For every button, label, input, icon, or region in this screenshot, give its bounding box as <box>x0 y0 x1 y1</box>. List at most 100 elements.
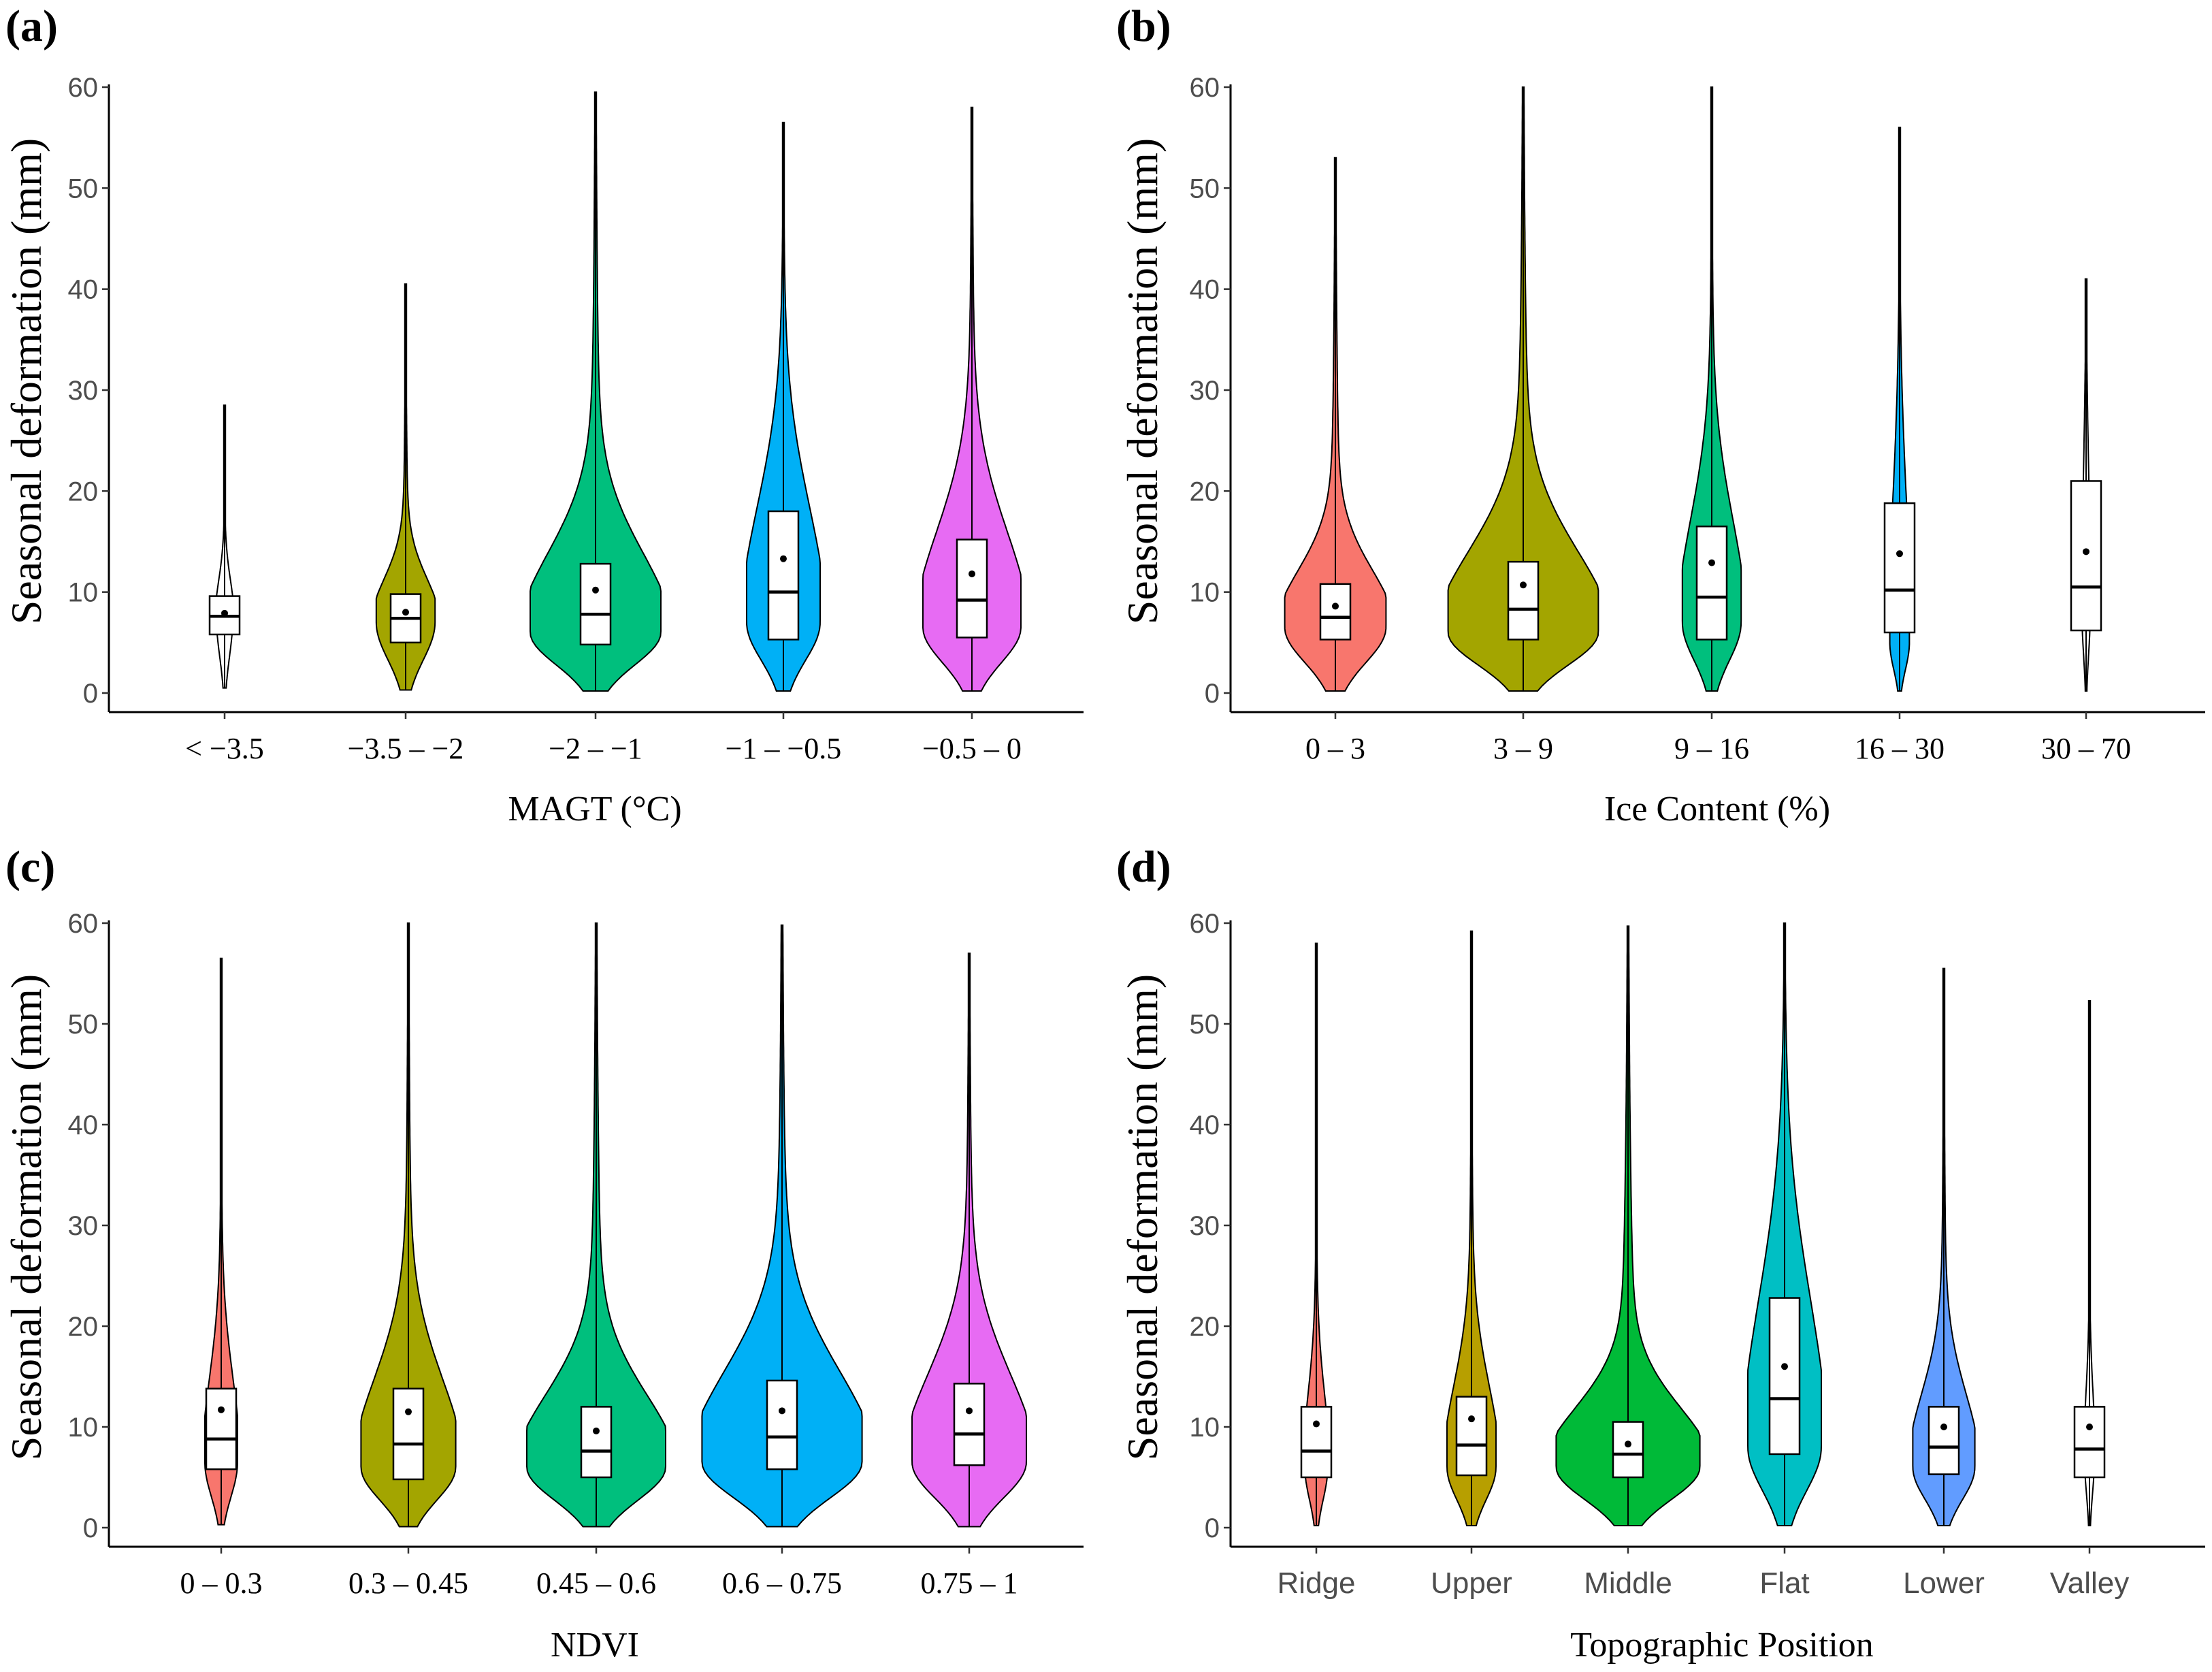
mean-point <box>2083 548 2089 556</box>
mean-point <box>1625 1441 1631 1448</box>
y-tick-label: 50 <box>68 1010 99 1040</box>
x-tick-label: Valley <box>2050 1566 2130 1600</box>
y-tick-label: 40 <box>68 275 99 305</box>
mean-point <box>1940 1424 1947 1430</box>
y-tick-label: 60 <box>68 73 99 103</box>
y-tick-label: 60 <box>68 909 99 939</box>
y-tick-label: 30 <box>1190 1211 1220 1241</box>
box <box>1319 583 1352 641</box>
x-tick-label: 30 – 70 <box>2041 732 2131 765</box>
x-tick-label: 0.75 – 1 <box>921 1566 1018 1600</box>
mean-point <box>969 570 975 577</box>
box <box>956 538 988 639</box>
box <box>953 1383 986 1466</box>
y-tick-label: 20 <box>68 477 99 507</box>
box <box>2070 480 2102 632</box>
box <box>205 1387 238 1470</box>
y-tick-label: 20 <box>1190 477 1220 507</box>
y-tick-label: 20 <box>68 1312 99 1342</box>
x-tick-label: 0.3 – 0.45 <box>348 1566 468 1600</box>
y-tick-label: 10 <box>1190 1413 1220 1443</box>
x-tick-label: Middle <box>1584 1566 1672 1600</box>
box <box>1883 502 1916 634</box>
x-tick-label: 0.45 – 0.6 <box>536 1566 656 1600</box>
panel-a: (a) Seasonal deformation (mm) MAGT (°C) … <box>2 1 1084 829</box>
mean-point <box>1708 559 1715 566</box>
y-tick-label: 30 <box>68 376 99 406</box>
plot-area: 0 10 20 30 40 50 60 0 – 0.3 0.3 – 0.45 0.45 – 0.6… <box>68 909 1084 1600</box>
x-tick-label: 0.6 – 0.75 <box>722 1566 842 1600</box>
box <box>1300 1406 1333 1479</box>
y-tick-label: 30 <box>1190 376 1220 406</box>
mean-point <box>1332 602 1339 610</box>
x-tick-label: −2 – −1 <box>549 732 643 765</box>
panel-c: (c) Seasonal deformation (mm) NDVI 0 10 20… <box>2 842 1084 1665</box>
mean-point <box>1520 581 1527 589</box>
box <box>767 510 800 641</box>
box <box>2073 1406 2106 1479</box>
y-axis-label: Seasonal deformation (mm) <box>2 974 50 1460</box>
mean-point <box>1313 1420 1320 1428</box>
x-axis-label: NDVI <box>551 1626 639 1665</box>
y-tick-label: 0 <box>1205 1513 1220 1543</box>
plot-area: 0 10 20 30 40 50 60 Ridge Upper Middle Flat Lower Va… <box>1190 909 2205 1600</box>
mean-point <box>218 1406 225 1413</box>
panel-label: (a) <box>5 1 58 51</box>
mean-point <box>402 609 409 616</box>
y-tick-label: 60 <box>1190 73 1220 103</box>
mean-point <box>1468 1415 1475 1423</box>
plot-area: 0 10 20 30 40 50 60 < −3.5 −3.5 – −2 −2 – −1 −1 – … <box>68 73 1084 765</box>
mean-point <box>2086 1424 2093 1430</box>
box <box>579 562 612 646</box>
panel-label: (d) <box>1116 842 1171 892</box>
x-tick-label: 9 – 16 <box>1674 732 1749 765</box>
x-tick-label: 3 – 9 <box>1493 732 1553 765</box>
mean-point <box>780 555 787 562</box>
box <box>1612 1421 1644 1479</box>
y-tick-label: 40 <box>68 1110 99 1140</box>
x-axis-label: Topographic Position <box>1570 1626 1874 1665</box>
y-tick-label: 10 <box>68 1413 99 1443</box>
panel-label: (b) <box>1116 1 1171 51</box>
mean-point <box>221 609 228 617</box>
y-tick-label: 20 <box>1190 1312 1220 1342</box>
box <box>766 1379 798 1470</box>
mean-point <box>779 1407 785 1415</box>
x-tick-label: Flat <box>1759 1566 1809 1600</box>
panel-d: (d) Seasonal deformation (mm) Topographi… <box>1116 842 2205 1665</box>
box <box>392 1387 425 1481</box>
x-tick-label: −3.5 – −2 <box>348 732 464 765</box>
y-tick-label: 10 <box>68 578 99 608</box>
y-axis-label: Seasonal deformation (mm) <box>1118 138 1167 624</box>
mean-point <box>592 586 599 594</box>
y-tick-label: 0 <box>1205 679 1220 709</box>
y-tick-label: 40 <box>1190 1110 1220 1140</box>
box <box>1768 1297 1801 1456</box>
x-tick-label: 0 – 3 <box>1305 732 1365 765</box>
plot-area: 0 10 20 30 40 50 60 0 – 3 3 – 9 9 – 16 16 – 30 30 –… <box>1190 73 2205 765</box>
panel-label: (c) <box>5 842 55 892</box>
x-tick-label: < −3.5 <box>185 732 264 765</box>
box <box>580 1406 613 1479</box>
x-axis-label: MAGT (°C) <box>508 790 681 829</box>
box <box>1695 526 1728 641</box>
y-axis-label: Seasonal deformation (mm) <box>2 138 50 624</box>
x-tick-label: −0.5 – 0 <box>922 732 1022 765</box>
x-axis-label: Ice Content (%) <box>1604 790 1830 829</box>
y-axis-label: Seasonal deformation (mm) <box>1118 974 1167 1460</box>
y-tick-label: 0 <box>83 679 98 709</box>
mean-point <box>1896 550 1903 558</box>
x-tick-label: Upper <box>1431 1566 1512 1600</box>
mean-point <box>405 1408 412 1415</box>
x-tick-label: Lower <box>1903 1566 1985 1600</box>
x-tick-label: Ridge <box>1278 1566 1356 1600</box>
box <box>1455 1396 1488 1477</box>
y-tick-label: 40 <box>1190 275 1220 305</box>
y-tick-label: 50 <box>1190 1010 1220 1040</box>
y-tick-label: 30 <box>68 1211 99 1241</box>
y-tick-label: 50 <box>1190 174 1220 204</box>
mean-point <box>1781 1363 1788 1370</box>
x-tick-label: 16 – 30 <box>1855 732 1945 765</box>
y-tick-label: 0 <box>83 1513 98 1543</box>
